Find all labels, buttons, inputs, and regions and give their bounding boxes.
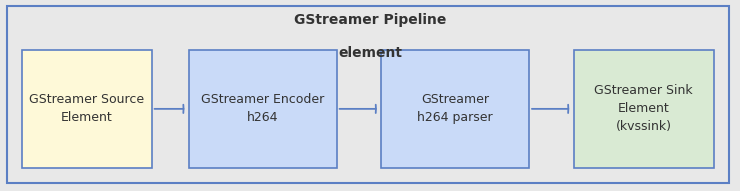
Bar xyxy=(381,50,529,168)
Text: GStreamer Encoder
h264: GStreamer Encoder h264 xyxy=(201,93,324,124)
Text: GStreamer
h264 parser: GStreamer h264 parser xyxy=(417,93,493,124)
Bar xyxy=(189,50,337,168)
Text: GStreamer Source
Element: GStreamer Source Element xyxy=(30,93,144,124)
Text: element: element xyxy=(338,46,402,60)
Bar xyxy=(22,50,152,168)
Text: GStreamer Pipeline: GStreamer Pipeline xyxy=(294,13,446,27)
Bar xyxy=(574,50,714,168)
Text: GStreamer Sink
Element
(kvssink): GStreamer Sink Element (kvssink) xyxy=(594,84,693,133)
